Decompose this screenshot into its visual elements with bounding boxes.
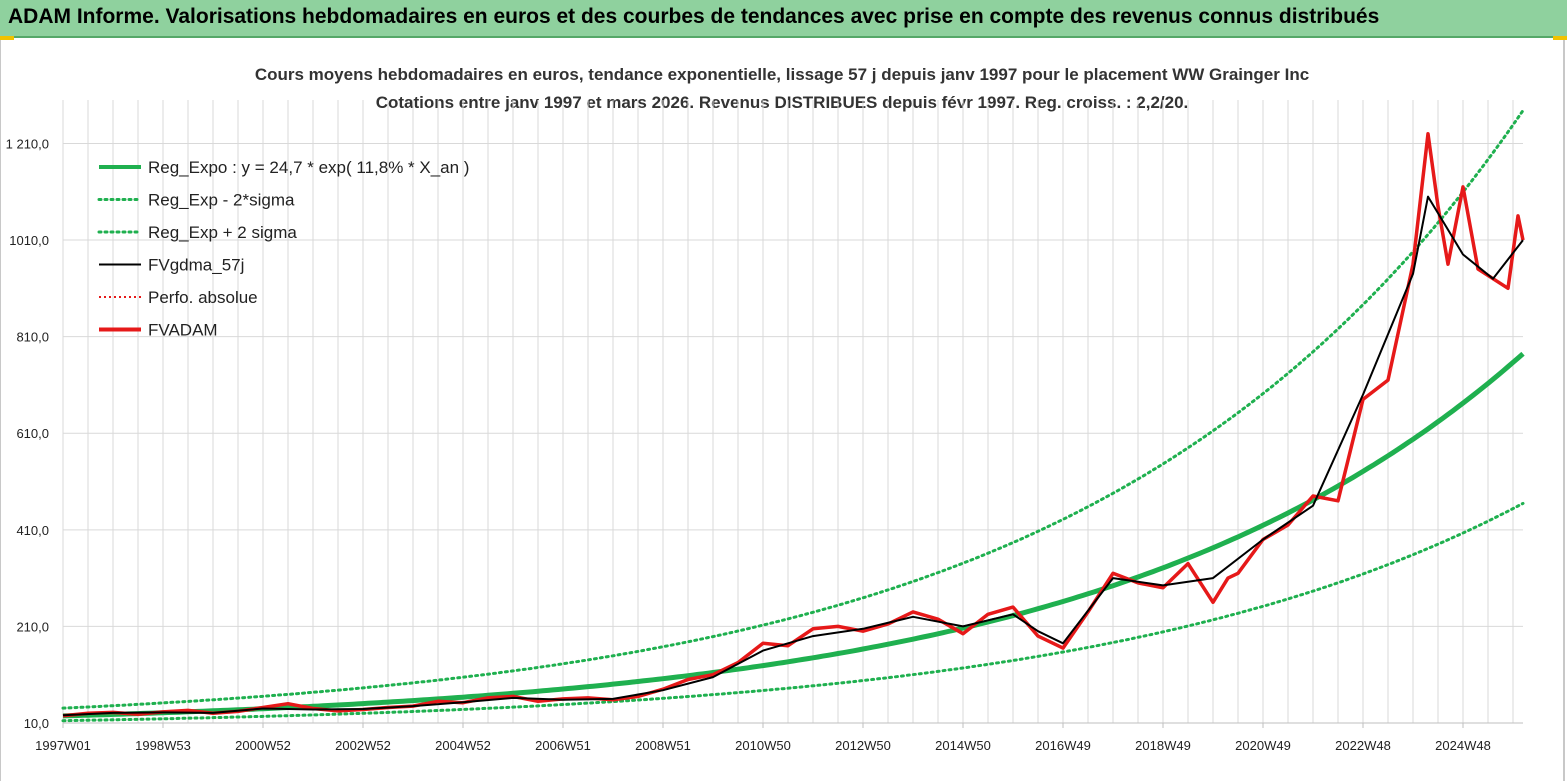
legend-label-fvadam: FVADAM — [148, 321, 218, 340]
x-axis: 1997W01 1998W53 2000W52 2002W52 2004W52 2006W… — [35, 722, 1523, 753]
chart-legend: Reg_Expo : y = 24,7 * exp( 11,8% * X_an … — [97, 158, 469, 340]
chart-title-line-2: Cotations entre janv 1997 et mars 2026. … — [376, 93, 1189, 112]
chart-series — [61, 109, 1525, 723]
series-fvgdma-57j — [62, 195, 1524, 717]
x-tick-label: 2000W52 — [235, 738, 291, 753]
x-tick-label: 2014W50 — [935, 738, 991, 753]
banner-accent-right — [1553, 36, 1567, 40]
legend-label-smooth: FVgdma_57j — [148, 256, 244, 275]
y-tick-label: 10,0 — [24, 716, 49, 731]
x-tick-label: 2002W52 — [335, 738, 391, 753]
x-tick-label: 1997W01 — [35, 738, 91, 753]
report-banner: ADAM Informe. Valorisations hebdomadaire… — [0, 0, 1567, 38]
x-tick-label: 1998W53 — [135, 738, 191, 753]
series-lower-band — [61, 501, 1525, 723]
legend-label-lower: Reg_Exp - 2*sigma — [148, 191, 295, 210]
chart-title-line-1: Cours moyens hebdomadaires en euros, ten… — [255, 65, 1309, 84]
legend-label-perfo: Perfo. absolue — [148, 288, 258, 307]
chart-grid — [62, 100, 1523, 724]
x-tick-label: 2008W51 — [635, 738, 691, 753]
banner-accent-left — [0, 36, 14, 40]
series-regression — [62, 351, 1525, 719]
x-tick-label: 2018W49 — [1135, 738, 1191, 753]
series-fvadam — [62, 132, 1525, 718]
y-tick-label: 410,0 — [16, 523, 49, 538]
y-axis: 10,0 210,0 410,0 610,0 810,0 1010,0 1 210,0 — [6, 136, 49, 731]
legend-label-upper: Reg_Exp + 2 sigma — [148, 223, 297, 242]
x-tick-label: 2016W49 — [1035, 738, 1091, 753]
chart-frame: Cours moyens hebdomadaires en euros, ten… — [0, 40, 1565, 781]
y-tick-label: 1010,0 — [9, 233, 49, 248]
y-tick-label: 610,0 — [16, 426, 49, 441]
y-tick-label: 1 210,0 — [6, 136, 49, 151]
x-tick-label: 2024W48 — [1435, 738, 1491, 753]
legend-label-reg: Reg_Expo : y = 24,7 * exp( 11,8% * X_an … — [148, 158, 469, 177]
y-tick-label: 810,0 — [16, 330, 49, 345]
chart-title: Cours moyens hebdomadaires en euros, ten… — [255, 65, 1309, 112]
x-tick-label: 2010W50 — [735, 738, 791, 753]
series-upper-band — [61, 109, 1525, 710]
x-tick-label: 2020W49 — [1235, 738, 1291, 753]
x-tick-label: 2022W48 — [1335, 738, 1391, 753]
x-tick-label: 2004W52 — [435, 738, 491, 753]
chart-svg: Cours moyens hebdomadaires en euros, ten… — [6, 65, 1525, 753]
y-tick-label: 210,0 — [16, 619, 49, 634]
x-tick-label: 2006W51 — [535, 738, 591, 753]
x-tick-label: 2012W50 — [835, 738, 891, 753]
report-title: ADAM Informe. Valorisations hebdomadaire… — [8, 5, 1380, 28]
